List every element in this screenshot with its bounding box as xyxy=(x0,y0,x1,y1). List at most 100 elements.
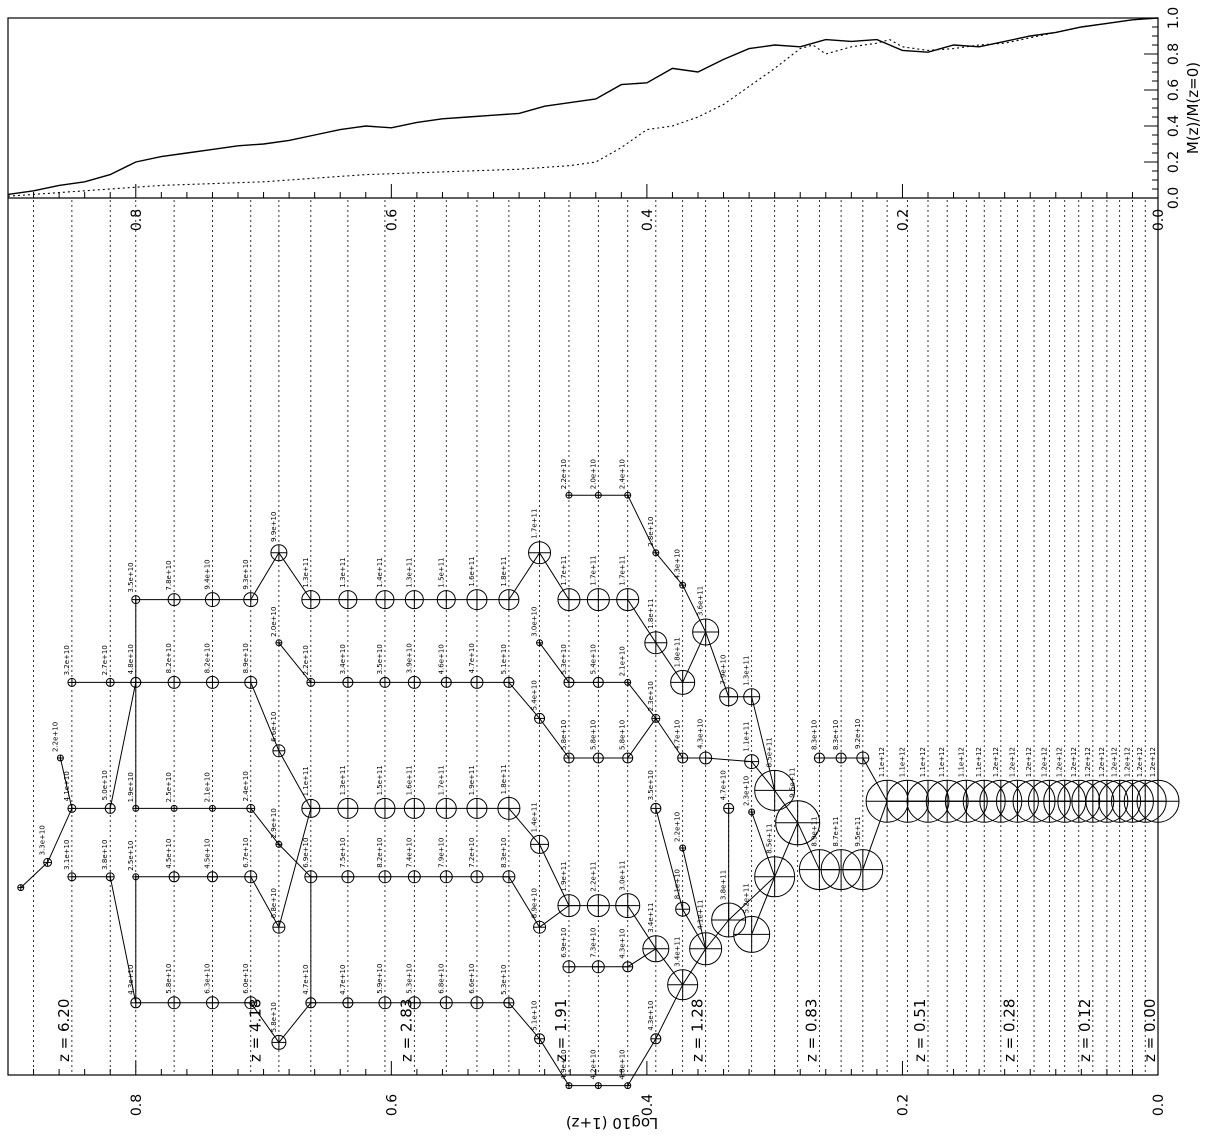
tree-branch xyxy=(682,584,707,633)
tree-branch xyxy=(627,948,657,968)
tree-branch xyxy=(20,862,48,888)
halo-mass-label: 4.7e+10 xyxy=(339,965,347,995)
halo-mass-label: 2.5e+10 xyxy=(165,772,173,802)
halo-mass-label: 3.2e+10 xyxy=(63,645,71,675)
tree-branch xyxy=(278,808,312,928)
halo-mass-label: 2.4e+10 xyxy=(619,459,627,489)
halo-mass-label: 5.8e+10 xyxy=(619,720,627,750)
halo-mass-label: 5.3e+10 xyxy=(405,964,413,994)
halo-mass-label: 1.3e+11 xyxy=(302,557,310,587)
tree-branch xyxy=(508,876,540,928)
y-tick-label: 0.4 xyxy=(1166,115,1182,137)
x-tick-label: 0.2 xyxy=(895,209,911,231)
halo-mass-label: 8.9e+10 xyxy=(531,888,539,918)
halo-mass-label: 3.4e+10 xyxy=(339,644,347,674)
tree-branch xyxy=(250,1002,280,1043)
halo-mass-label: 8.7e+11 xyxy=(832,816,840,846)
halo-mass-label: 6.9e+10 xyxy=(302,838,310,868)
tree-branch xyxy=(109,876,137,1003)
y-tick-label: 0.6 xyxy=(1166,79,1182,101)
tree-branch xyxy=(797,822,820,870)
halo-mass-label: 5.9e+10 xyxy=(376,964,384,994)
halo-mass-label: 1.3e+11 xyxy=(339,557,347,587)
tree-branch xyxy=(655,718,684,759)
halo-mass-label: 6.6e+10 xyxy=(270,712,278,742)
halo-mass-label: 6.8e+10 xyxy=(270,888,278,918)
halo-mass-label: 6.0e+10 xyxy=(242,964,250,994)
halo-mass-label: 8.3e+10 xyxy=(500,838,508,868)
halo-mass-label: 1.2e+12 xyxy=(1084,747,1092,777)
tree-branch xyxy=(705,757,752,763)
redshift-labels: z = 6.20 z = 4.18 z = 2.83 z = 1.91 z = 1.28… xyxy=(55,999,1159,1062)
halo-mass-label: 5.8e+10 xyxy=(270,1002,278,1032)
halo-mass-label: 8.1e+10 xyxy=(674,869,682,899)
halo-mass-label: 2.2e+10 xyxy=(674,812,682,842)
y-tick-label: 0.8 xyxy=(1166,43,1182,65)
halo-mass-label: 2.2e+11 xyxy=(589,861,597,891)
halo-mass-label: 7.2e+10 xyxy=(468,838,476,868)
tree-branch xyxy=(250,682,280,751)
halo-mass-label: 1.3e+11 xyxy=(339,765,347,795)
tree-branch xyxy=(250,552,280,600)
halo-mass-label: 4.9e+10 xyxy=(560,1049,568,1079)
tree-branch xyxy=(705,919,730,950)
halo-mass-label: 1.7e+11 xyxy=(589,555,597,585)
halo-mass-label: 2.2e+10 xyxy=(560,459,568,489)
halo-mass-label: 7.9e+10 xyxy=(720,655,728,685)
halo-mass-label: 1.8e+11 xyxy=(500,764,508,794)
halo-mass-label: 5.3e+10 xyxy=(500,965,508,995)
halo-mass-label: 8.3e+10 xyxy=(810,720,818,750)
tree-branch xyxy=(508,552,540,600)
redshift-label: z = 4.18 xyxy=(247,999,265,1062)
halo-mass-label: 2.2e+10 xyxy=(51,722,59,752)
x-tick-label: 0.6 xyxy=(384,1094,400,1116)
halo-mass-label: 4.1e+11 xyxy=(697,900,705,930)
tree-branch xyxy=(508,1002,540,1040)
halo-mass-label: 4.3e+10 xyxy=(619,929,627,959)
mass-growth-line-dotted xyxy=(7,17,1159,197)
tree-branch xyxy=(682,631,707,683)
halo-mass-label: 5.1e+10 xyxy=(531,1001,539,1031)
halo-mass-label: 1.1e+12 xyxy=(938,747,946,777)
halo-mass-label: 4.3e+10 xyxy=(647,1001,655,1031)
tree-branch xyxy=(751,696,776,791)
y-axis-label: M(z)/M(z=0) xyxy=(1184,62,1202,154)
x-tick-label: 0.0 xyxy=(1151,1094,1167,1116)
halo-mass-label: 1.9e+11 xyxy=(560,861,568,891)
tree-branch xyxy=(278,1002,312,1043)
halo-mass-label: 3.4e+11 xyxy=(647,903,655,933)
x-tick-label: 0.6 xyxy=(384,209,400,231)
tree-branch xyxy=(109,682,137,809)
halo-mass-label: 3.5e+10 xyxy=(647,770,655,800)
x-tick-label: 0.4 xyxy=(640,1094,656,1116)
halo-mass-label: 7.4e+10 xyxy=(405,838,413,868)
halo-mass-label: 1.7e+11 xyxy=(437,765,445,795)
tree-branch xyxy=(862,757,888,802)
halo-mass-label: 5.4e+10 xyxy=(531,680,539,710)
halo-mass-label: 1.2e+12 xyxy=(1123,747,1131,777)
tree-branch xyxy=(47,808,73,863)
halo-nodes xyxy=(17,491,1180,1090)
halo-mass-label: 1.9e+10 xyxy=(127,772,135,802)
halo-mass-label: 1.1e+12 xyxy=(975,747,983,777)
y-tick-label: 0.0 xyxy=(1166,187,1182,209)
mass-growth-line-main xyxy=(7,17,1159,196)
halo-mass-label: 3.8e+11 xyxy=(720,870,728,900)
redshift-label: z = 0.28 xyxy=(1000,999,1018,1062)
halo-mass-label: 1.7e+11 xyxy=(531,509,539,539)
tree-branch xyxy=(655,948,684,986)
halo-mass-label: 1.5e+11 xyxy=(437,557,445,587)
halo-mass-label: 9.2e+10 xyxy=(854,719,862,749)
halo-mass-label: 1.2e+12 xyxy=(1056,747,1064,777)
tree-branch xyxy=(508,808,540,845)
halo-mass-label: 5.1e+10 xyxy=(500,644,508,674)
tree-branch xyxy=(278,844,312,878)
halo-mass-label: 2.1e+10 xyxy=(619,646,627,676)
y-tick-label: 1.0 xyxy=(1166,7,1182,29)
tree-branch xyxy=(627,494,657,554)
halo-mass-label: 1.2e+12 xyxy=(992,747,1000,777)
halo-mass-label: 4.3e+10 xyxy=(697,719,705,749)
tree-branch xyxy=(655,984,684,1040)
tree-branch xyxy=(682,948,707,986)
halo-mass-label: 8.9e+10 xyxy=(242,643,250,673)
